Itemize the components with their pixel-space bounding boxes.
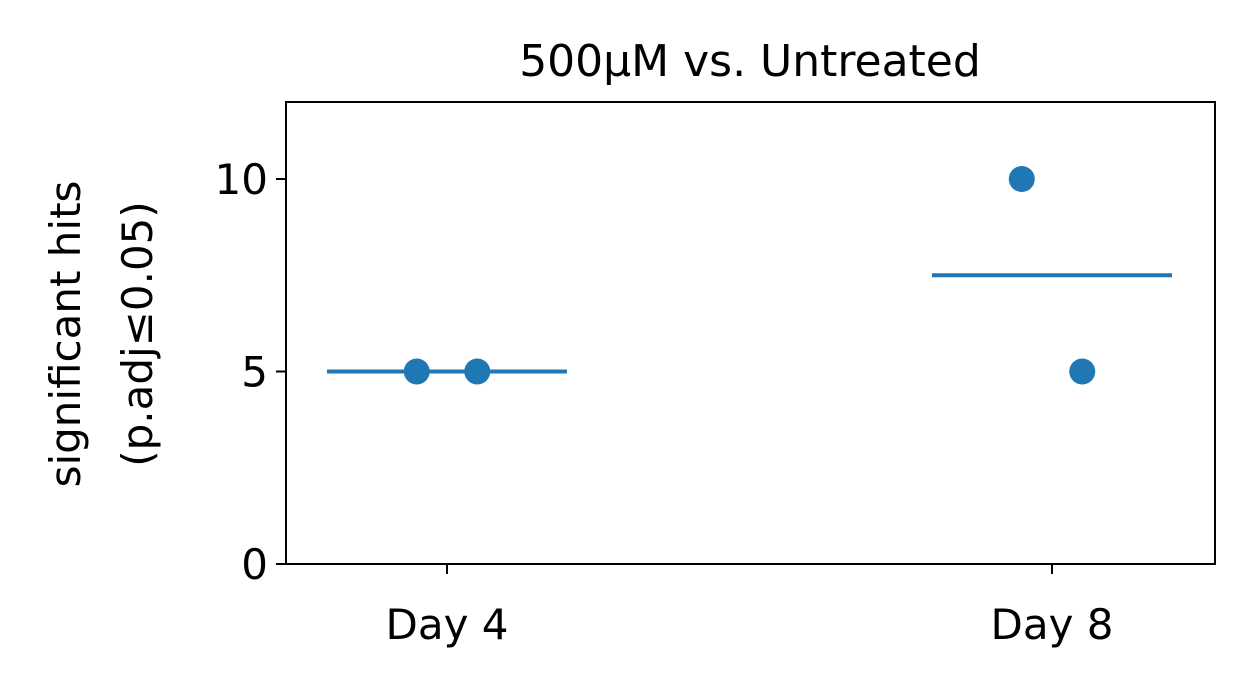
y-tick-label: 10: [215, 155, 268, 204]
data-point: [1008, 166, 1035, 192]
data-points: [403, 166, 1096, 385]
y-tick-label: 5: [241, 348, 268, 397]
mean-lines: [327, 273, 1172, 374]
data-point: [464, 358, 491, 385]
y-axis-label-line1: significant hits: [41, 181, 90, 488]
data-point: [1069, 358, 1096, 385]
y-axis-ticks: 0 5 10: [215, 155, 286, 589]
x-axis-ticks: Day 4 Day 8: [385, 564, 1114, 649]
y-tick-label: 0: [241, 540, 268, 589]
data-point: [403, 358, 430, 385]
x-tick-label: Day 4: [385, 600, 508, 649]
y-axis-label-line2: (p.adj≤0.05): [113, 201, 162, 467]
chart-title: 500μM vs. Untreated: [519, 36, 981, 87]
x-tick-label: Day 8: [990, 600, 1113, 649]
plot-area-frame: [285, 101, 1216, 565]
